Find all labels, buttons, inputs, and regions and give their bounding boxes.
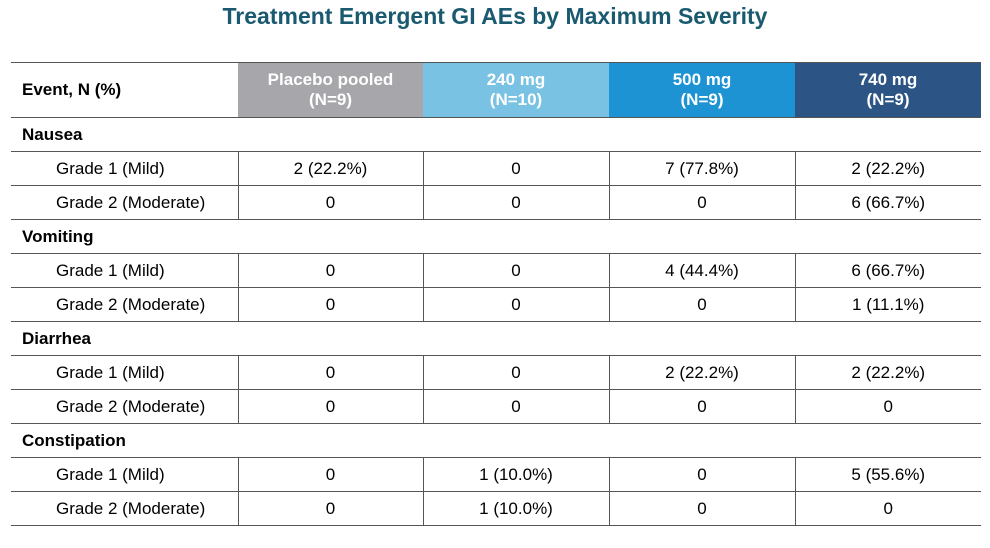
table-cell: 0: [794, 491, 981, 526]
table-cell: 0: [422, 287, 609, 322]
table-cell: 0: [237, 355, 423, 390]
table-row: Grade 1 (Mild) 0 0 2 (22.2%) 2 (22.2%): [11, 355, 981, 390]
table-cell: 0: [237, 185, 423, 220]
page-title: Treatment Emergent GI AEs by Maximum Sev…: [222, 3, 768, 29]
table-cell: 0: [608, 389, 795, 424]
ae-severity-table: Event, N (%) Placebo pooled (N=9) 240 mg…: [11, 62, 981, 526]
grade-label: Grade 1 (Mild): [11, 253, 238, 288]
table-row: Grade 2 (Moderate) 0 0 0 1 (11.1%): [11, 287, 981, 322]
grade-label: Grade 1 (Mild): [11, 355, 238, 390]
table-cell: 0: [237, 389, 423, 424]
table-row: Grade 1 (Mild) 2 (22.2%) 0 7 (77.8%) 2 (22.2…: [11, 151, 981, 186]
table-cell: 0: [422, 151, 609, 186]
table-cell: 5 (55.6%): [794, 457, 981, 492]
table-row: Grade 2 (Moderate) 0 1 (10.0%) 0 0: [11, 491, 981, 526]
table-cell: 2 (22.2%): [608, 355, 795, 390]
column-header-n: (N=9): [309, 90, 352, 109]
section-row: Nausea: [11, 117, 981, 152]
table-row: Grade 1 (Mild) 0 0 4 (44.4%) 6 (66.7%): [11, 253, 981, 288]
column-header-label: 240 mg: [486, 70, 546, 89]
table-cell: 4 (44.4%): [608, 253, 795, 288]
table-row: Grade 1 (Mild) 0 1 (10.0%) 0 5 (55.6%): [11, 457, 981, 492]
table-cell: 0: [422, 253, 609, 288]
table-cell: 2 (22.2%): [794, 151, 981, 186]
table-cell: 6 (66.7%): [794, 253, 981, 288]
table-cell: 0: [608, 457, 795, 492]
table-cell: 0: [422, 185, 609, 220]
column-header-placebo: Placebo pooled (N=9): [238, 62, 423, 118]
table-cell: 2 (22.2%): [237, 151, 423, 186]
table-cell: 1 (11.1%): [794, 287, 981, 322]
table-cell: 0: [794, 389, 981, 424]
grade-label: Grade 1 (Mild): [11, 457, 238, 492]
column-header-500mg: 500 mg (N=9): [609, 62, 795, 118]
section-label: Nausea: [11, 117, 981, 152]
section-row: Vomiting: [11, 219, 981, 254]
table-cell: 1 (10.0%): [422, 457, 609, 492]
column-header-740mg: 740 mg (N=9): [795, 62, 981, 118]
table-cell: 0: [608, 491, 795, 526]
column-header-240mg: 240 mg (N=10): [423, 62, 609, 118]
grade-label: Grade 2 (Moderate): [11, 287, 238, 322]
column-header-label: 740 mg: [858, 70, 918, 89]
table-cell: 0: [608, 185, 795, 220]
table-cell: 7 (77.8%): [608, 151, 795, 186]
section-label: Diarrhea: [11, 321, 981, 356]
section-label: Vomiting: [11, 219, 981, 254]
table-cell: 0: [422, 389, 609, 424]
table-cell: 0: [237, 287, 423, 322]
column-header-label: 500 mg: [672, 70, 732, 89]
table-cell: 1 (10.0%): [422, 491, 609, 526]
column-header-n: (N=9): [680, 90, 724, 109]
grade-label: Grade 2 (Moderate): [11, 491, 238, 526]
table-cell: 0: [237, 457, 423, 492]
table-cell: 2 (22.2%): [794, 355, 981, 390]
table-cell: 0: [237, 253, 423, 288]
column-header-n: (N=9): [866, 90, 910, 109]
column-header-label: Placebo pooled: [267, 70, 394, 89]
table-body: Nausea Grade 1 (Mild) 2 (22.2%) 0 7 (77.8%) 2…: [11, 117, 981, 526]
grade-label: Grade 2 (Moderate): [11, 389, 238, 424]
section-label: Constipation: [11, 423, 981, 458]
section-row: Diarrhea: [11, 321, 981, 356]
table-row: Grade 2 (Moderate) 0 0 0 6 (66.7%): [11, 185, 981, 220]
table-cell: 6 (66.7%): [794, 185, 981, 220]
table-cell: 0: [237, 491, 423, 526]
column-header-n: (N=10): [489, 90, 543, 109]
section-row: Constipation: [11, 423, 981, 458]
table-cell: 0: [608, 287, 795, 322]
table-header-row: Event, N (%) Placebo pooled (N=9) 240 mg…: [11, 62, 981, 118]
table-row: Grade 2 (Moderate) 0 0 0 0: [11, 389, 981, 424]
event-column-header: Event, N (%): [11, 62, 238, 118]
grade-label: Grade 1 (Mild): [11, 151, 238, 186]
grade-label: Grade 2 (Moderate): [11, 185, 238, 220]
table-cell: 0: [422, 355, 609, 390]
